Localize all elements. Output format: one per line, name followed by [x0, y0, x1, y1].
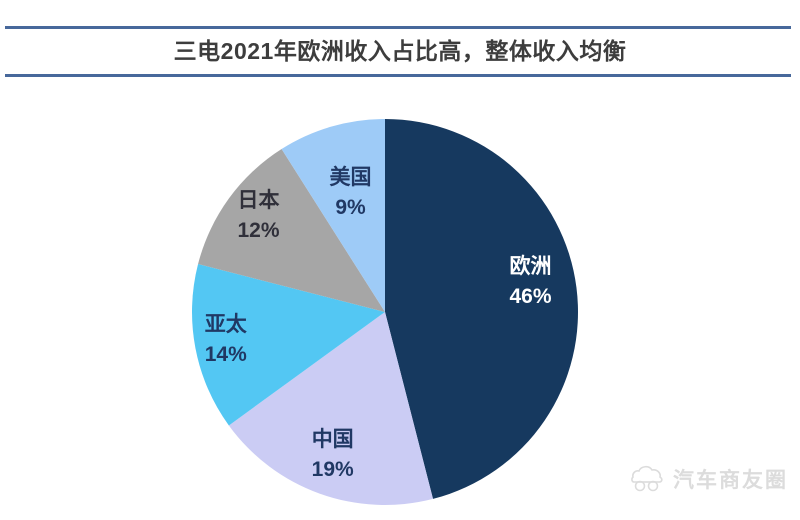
slice-name: 日本: [237, 189, 280, 213]
slice-percent: 19%: [311, 458, 354, 482]
slice-label-0: 欧洲 46%: [510, 252, 552, 312]
header-top-rule: [5, 26, 791, 29]
pie-slice-2: [192, 264, 385, 426]
slice-label-3: 日本 12%: [238, 186, 280, 246]
slice-name: 欧洲: [509, 254, 552, 278]
slice-percent: 14%: [204, 343, 247, 367]
car-logo-icon: [628, 462, 666, 496]
watermark: 汽车商友圈: [628, 462, 788, 496]
pie-slice-0: [385, 119, 578, 499]
pie-slice-3: [198, 149, 385, 312]
slice-label-4: 美国 9%: [330, 163, 372, 223]
pie-slice-1: [228, 312, 433, 506]
slice-name: 美国: [329, 166, 372, 190]
slice-label-1: 中国 19%: [312, 425, 354, 485]
slice-name: 中国: [311, 428, 354, 452]
watermark-text: 汽车商友圈: [673, 469, 788, 492]
slice-percent: 9%: [335, 196, 366, 220]
slice-label-2: 亚太 14%: [205, 310, 247, 370]
chart-title: 三电2021年欧洲收入占比高，整体收入均衡: [173, 38, 627, 64]
pie-slice-4: [281, 119, 385, 312]
slice-name: 亚太: [204, 313, 247, 337]
slice-percent: 12%: [237, 219, 280, 243]
slice-percent: 46%: [509, 284, 552, 308]
header-bottom-rule: [5, 74, 791, 77]
